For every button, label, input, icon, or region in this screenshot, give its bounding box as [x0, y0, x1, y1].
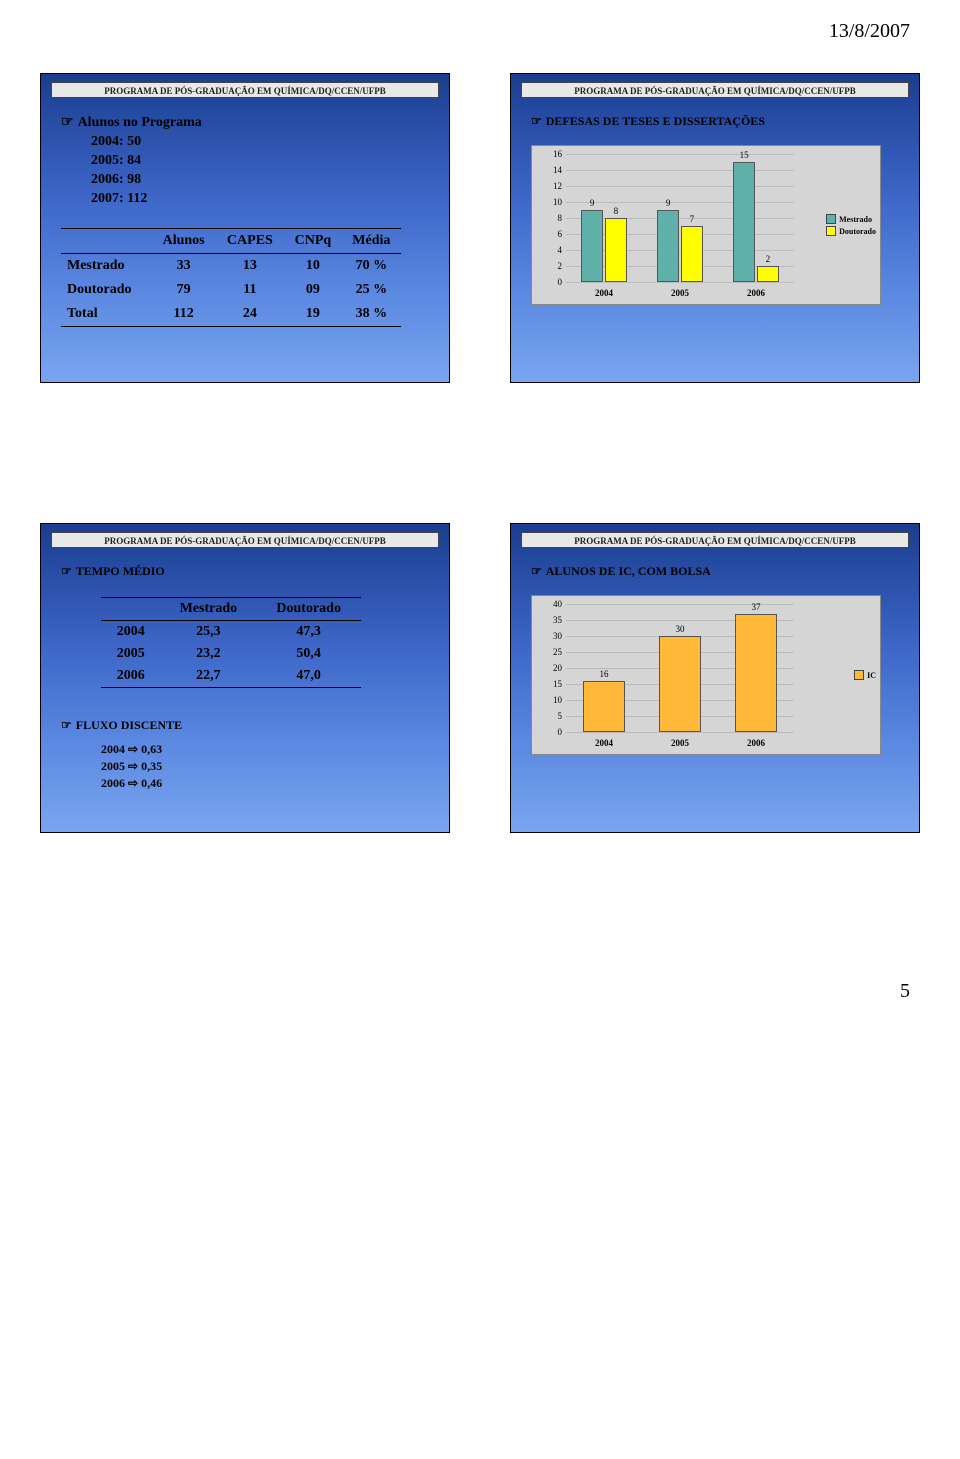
chart-bar — [735, 614, 777, 732]
chart-bar — [757, 266, 779, 282]
col-head: Mestrado — [160, 598, 256, 621]
ic-title: ALUNOS DE IC, COM BOLSA — [531, 564, 899, 579]
chart-bar — [659, 636, 701, 732]
alunos-table: Alunos CAPES CNPq Média Mestrado 33 13 1… — [61, 228, 401, 327]
slide-header: PROGRAMA DE PÓS-GRADUAÇÃO EM QUÍMICA/DQ/… — [51, 82, 439, 98]
chart-bar — [681, 226, 703, 282]
chart-bar — [733, 162, 755, 282]
alunos-line: 2004: 50 — [91, 133, 429, 152]
row-label: Mestrado — [61, 254, 152, 279]
ic-chart: 0510152025303540200416200530200637 IC — [531, 595, 881, 755]
defesas-chart: 02468101214162004982005972006152 Mestrad… — [531, 145, 881, 305]
fluxo-line: 20050,35 — [101, 758, 429, 775]
col-head: CNPq — [284, 229, 341, 254]
date-header: 13/8/2007 — [40, 20, 920, 43]
fluxo-line: 20040,63 — [101, 741, 429, 758]
tempo-table: Mestrado Doutorado 2004 25,3 47,3 2005 2… — [101, 597, 361, 688]
tempo-title: TEMPO MÉDIO — [61, 564, 429, 579]
chart-legend: MestradoDoutorado — [826, 212, 876, 238]
alunos-block: Alunos no Programa 2004: 50 2005: 84 200… — [61, 114, 429, 208]
row-label: Doutorado — [61, 278, 152, 302]
col-head: CAPES — [216, 229, 285, 254]
chart-bar — [581, 210, 603, 282]
alunos-line: 2005: 84 — [91, 152, 429, 171]
slide-alunos-ic: PROGRAMA DE PÓS-GRADUAÇÃO EM QUÍMICA/DQ/… — [510, 523, 920, 833]
slide-row-1: PROGRAMA DE PÓS-GRADUAÇÃO EM QUÍMICA/DQ/… — [40, 73, 920, 383]
slide-row-2: PROGRAMA DE PÓS-GRADUAÇÃO EM QUÍMICA/DQ/… — [40, 523, 920, 833]
col-head: Doutorado — [256, 598, 361, 621]
alunos-heading: Alunos no Programa — [61, 114, 429, 133]
slide-tempo-medio: PROGRAMA DE PÓS-GRADUAÇÃO EM QUÍMICA/DQ/… — [40, 523, 450, 833]
page-number: 5 — [900, 980, 910, 1003]
defesas-title: DEFESAS DE TESES E DISSERTAÇÕES — [531, 114, 899, 129]
slide-defesas: PROGRAMA DE PÓS-GRADUAÇÃO EM QUÍMICA/DQ/… — [510, 73, 920, 383]
fluxo-line: 20060,46 — [101, 775, 429, 792]
slide-header: PROGRAMA DE PÓS-GRADUAÇÃO EM QUÍMICA/DQ/… — [521, 82, 909, 98]
slide-header: PROGRAMA DE PÓS-GRADUAÇÃO EM QUÍMICA/DQ/… — [51, 532, 439, 548]
alunos-line: 2006: 98 — [91, 171, 429, 190]
slide-alunos-programa: PROGRAMA DE PÓS-GRADUAÇÃO EM QUÍMICA/DQ/… — [40, 73, 450, 383]
alunos-line: 2007: 112 — [91, 190, 429, 209]
chart-bar — [605, 218, 627, 282]
chart-bar — [657, 210, 679, 282]
chart-bar — [583, 681, 625, 732]
fluxo-block: FLUXO DISCENTE 20040,63 20050,35 20060,4… — [61, 718, 429, 791]
col-head: Média — [342, 229, 401, 254]
slide-header: PROGRAMA DE PÓS-GRADUAÇÃO EM QUÍMICA/DQ/… — [521, 532, 909, 548]
page: 13/8/2007 PROGRAMA DE PÓS-GRADUAÇÃO EM Q… — [0, 0, 960, 1013]
col-head: Alunos — [152, 229, 216, 254]
fluxo-title: FLUXO DISCENTE — [61, 718, 182, 732]
chart-legend: IC — [854, 668, 876, 682]
row-label: Total — [61, 302, 152, 327]
